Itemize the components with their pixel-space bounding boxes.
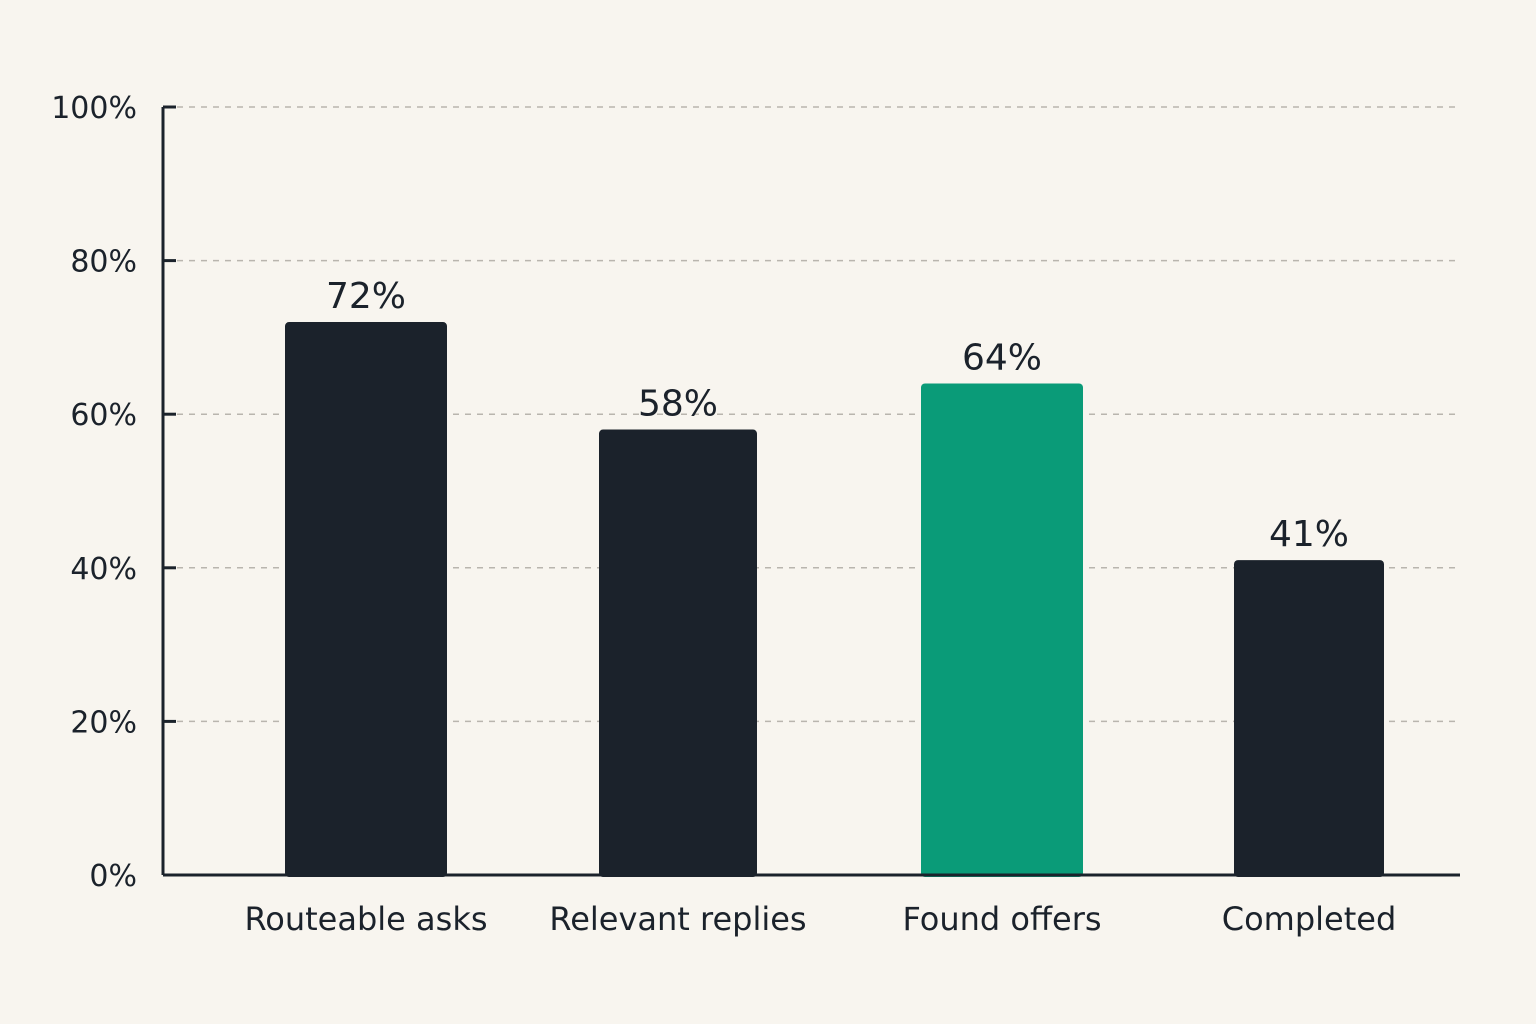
bar: [285, 322, 447, 877]
bars: [285, 322, 1384, 877]
x-category-label: Completed: [1222, 900, 1397, 938]
x-category-label: Routeable asks: [244, 900, 487, 938]
y-tick-label: 80%: [70, 245, 137, 280]
x-category-label: Found offers: [902, 900, 1101, 938]
y-tick-label: 60%: [70, 398, 137, 433]
bar: [921, 383, 1083, 877]
y-tick-label: 0%: [89, 859, 137, 894]
bar-value-label: 58%: [638, 384, 718, 425]
bar: [1234, 560, 1384, 877]
axes: [161, 107, 1460, 877]
labels: 72% Routeable asks 58% Relevant replies 64% F…: [244, 276, 1396, 938]
y-tick-label: 100%: [51, 91, 137, 126]
bar-value-label: 64%: [962, 337, 1042, 378]
bar-value-label: 72%: [326, 276, 406, 317]
y-ticks: 0% 20% 40% 60% 80% 100%: [51, 91, 176, 894]
x-category-label: Relevant replies: [549, 900, 806, 938]
bar: [599, 429, 757, 877]
y-tick-label: 20%: [70, 705, 137, 740]
bar-value-label: 41%: [1269, 514, 1349, 555]
y-tick-label: 40%: [70, 552, 137, 587]
